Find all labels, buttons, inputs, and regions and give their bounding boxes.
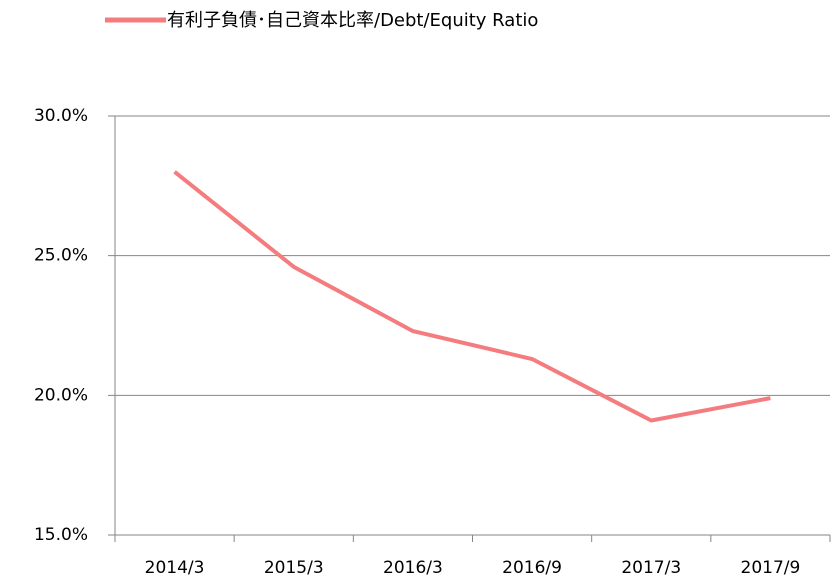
x-tick-label: 2016/9 <box>502 558 562 578</box>
y-tick-label: 20.0% <box>34 385 88 405</box>
x-tick-label: 2017/3 <box>621 558 681 578</box>
line <box>173 170 771 423</box>
x-tick-label: 2014/3 <box>145 558 205 578</box>
x-tick-label: 2017/9 <box>741 558 801 578</box>
x-tick-label: 2016/3 <box>383 558 443 578</box>
y-tick-label: 30.0% <box>34 106 88 126</box>
legend-label: 有利子負債･自己資本比率/Debt/Equity Ratio <box>167 10 538 31</box>
y-tick-label: 25.0% <box>34 246 88 266</box>
x-tick-label: 2015/3 <box>264 558 324 578</box>
y-tick-label: 15.0% <box>34 525 88 545</box>
